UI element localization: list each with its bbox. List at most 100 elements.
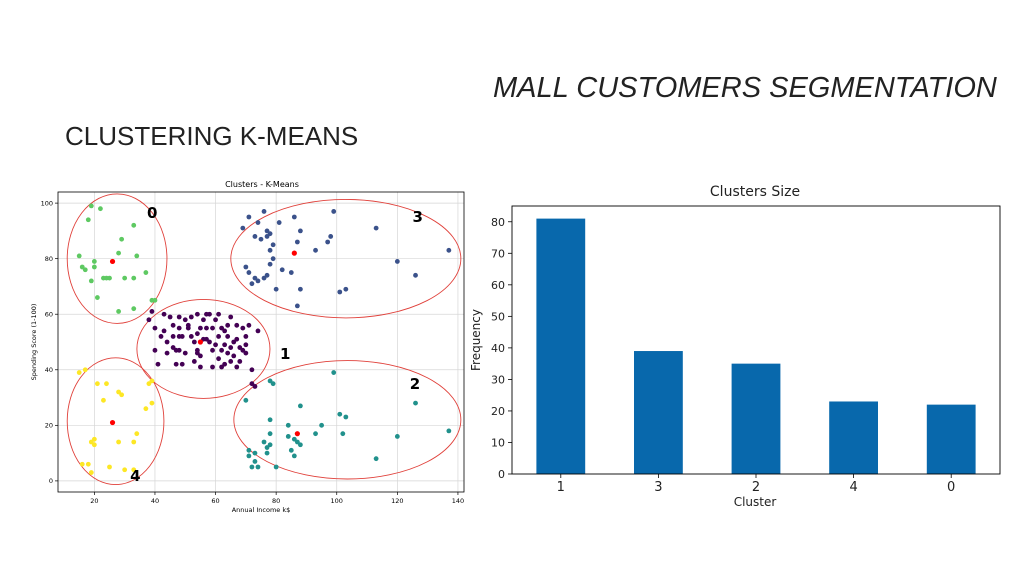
scatter-point [243,397,249,403]
scatter-title: Clusters - K-Means [225,180,299,189]
cluster-centroid-4 [109,419,116,426]
scatter-point [343,414,349,420]
scatter-point [176,347,182,353]
scatter-point [246,214,252,220]
scatter-point [276,220,282,225]
cluster-label-4: 4 [130,467,140,485]
scatter-point [170,334,176,339]
scatter-point [149,309,155,314]
scatter-point [246,270,252,275]
scatter-point [270,242,276,248]
scatter-point [261,209,267,214]
scatter-point [122,275,128,281]
scatter-point [270,381,276,387]
scatter-point [179,334,185,339]
scatter-point [131,222,137,228]
scatter-point [231,339,237,345]
scatter-point [288,270,294,275]
scatter-point [231,353,237,359]
scatter-point [291,453,297,459]
scatter-point [264,234,270,239]
scatter-chart: Clusters - K-Means 0 1 2 3 4 20 40 60 80 100 120 1… [30,180,465,514]
scatter-y-tick-label: 0 [49,477,53,485]
scatter-point [91,264,97,270]
scatter-point [131,439,137,445]
cluster-label-0: 0 [147,204,157,222]
scatter-point [210,364,215,370]
scatter-point [267,431,273,437]
scatter-y-tick-label: 60 [45,311,53,319]
scatter-point [325,239,331,245]
scatter-point [119,392,125,398]
scatter-point [76,370,82,375]
scatter-point [149,400,155,406]
scatter-point [243,264,249,270]
scatter-point [297,403,303,409]
scatter-plot-frame [57,191,465,493]
scatter-point [228,345,234,350]
scatter-point [204,325,209,331]
scatter-point [116,389,121,395]
bar-x-tick-label: 4 [849,480,857,495]
bar-cluster-1 [536,218,586,474]
scatter-point [107,275,112,281]
scatter-point [264,272,270,278]
scatter-point [234,322,240,328]
scatter-point [267,231,273,237]
scatter-point [107,464,112,470]
scatter-point [213,342,218,348]
scatter-point [88,439,94,445]
bar-x-ticks: 1 3 2 4 0 [557,474,955,495]
scatter-point [252,384,258,389]
scatter-point [294,239,300,245]
scatter-point [340,431,346,437]
scatter-point [82,267,88,273]
scatter-point [185,325,191,331]
bar-y-tick-label: 30 [491,373,505,386]
scatter-point [91,436,97,442]
scatter-point [252,234,258,239]
scatter-point [182,350,188,356]
scatter-point [255,328,261,334]
scatter-point [267,378,273,384]
scatter-point [297,286,303,292]
scatter-point [152,297,158,303]
scatter-point [173,361,179,367]
scatter-point [225,322,231,328]
scatter-point [413,400,418,406]
scatter-point [219,364,225,370]
scatter-point [94,295,100,300]
scatter-point [234,364,240,370]
scatter-point [258,236,264,242]
scatter-point [328,234,334,239]
scatter-point [88,470,94,475]
scatter-point [170,322,176,328]
scatter-y-tick-label: 20 [45,422,53,430]
bar-x-tick-label: 1 [557,480,565,495]
scatter-point [291,214,297,220]
cluster-centroid-0 [109,258,116,265]
cluster-ellipse-0 [66,193,168,324]
scatter-point [279,267,285,273]
scatter-point [131,306,137,312]
scatter-point [85,217,91,223]
cluster-centroid-3 [291,250,297,256]
scatter-point [373,456,379,462]
bar-x-axis-label: Cluster [734,495,777,509]
scatter-point [198,353,203,359]
scatter-y-axis-label: Spending Score (1-100) [30,304,38,381]
scatter-point [116,309,121,314]
bar-cluster-3 [634,351,683,474]
scatter-point [252,450,258,456]
scatter-point [267,261,273,267]
scatter-point [182,317,188,323]
scatter-point [255,278,261,284]
scatter-point [134,253,140,259]
bar-y-axis-label: Frequency [469,309,483,371]
scatter-point [191,339,197,345]
scatter-point [85,461,91,467]
scatter-point [122,467,128,473]
scatter-point [210,325,215,331]
scatter-point [228,314,234,320]
scatter-point [76,253,82,259]
